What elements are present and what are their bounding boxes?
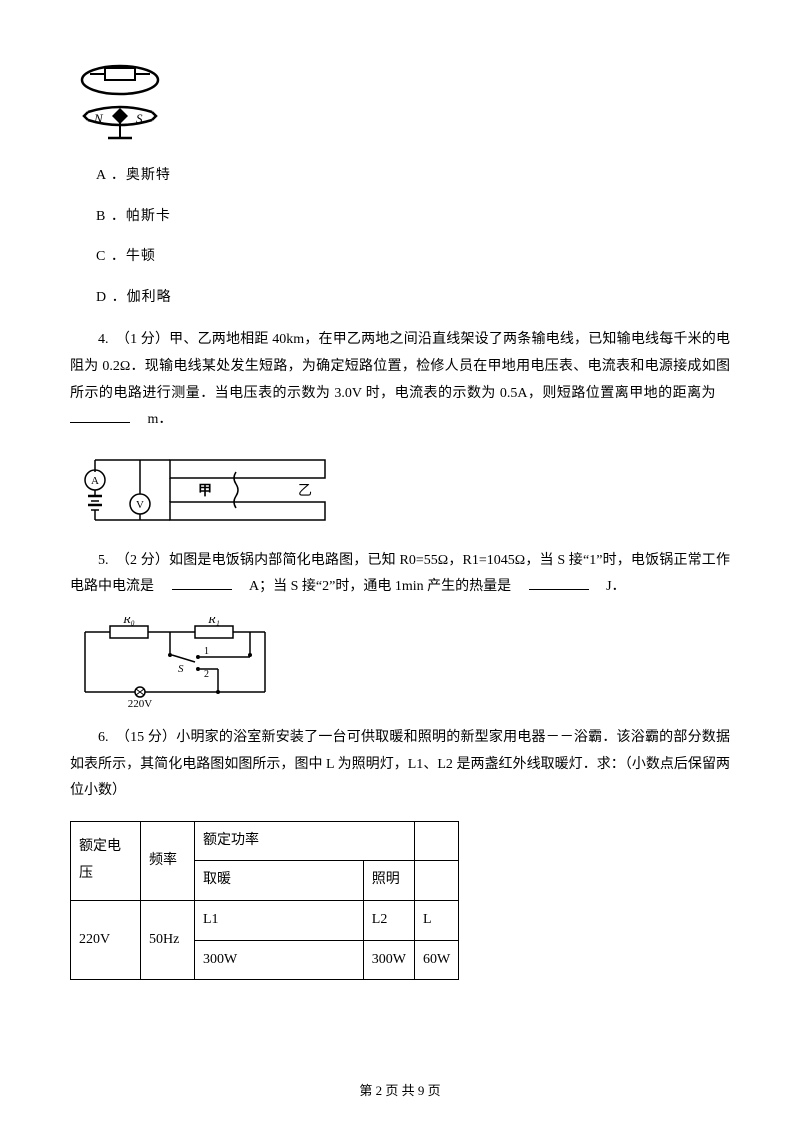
q5-diagram: R₀ R₁ 220V S 1 2 (70, 617, 730, 707)
q3-option-c[interactable]: C ．牛顿 (96, 244, 730, 271)
q4-blank[interactable] (70, 409, 130, 423)
q4-unit: m． (134, 412, 173, 427)
svg-text:A: A (91, 475, 99, 487)
cell-empty (415, 821, 459, 861)
svg-text:甲: 甲 (198, 483, 212, 499)
q5-blank2[interactable] (529, 576, 589, 590)
svg-text:N: N (93, 111, 104, 126)
cell-rated-voltage: 额定电压 (71, 821, 141, 900)
svg-text:2: 2 (204, 669, 209, 680)
svg-text:V: V (136, 499, 144, 511)
cell-empty (415, 861, 459, 901)
table-row: 额定电压 频率 额定功率 (71, 821, 459, 861)
q5-body2: A；当 S 接“2”时，通电 1min 产生的热量是 (235, 579, 525, 594)
svg-text:S: S (136, 111, 143, 126)
cell-l: L (415, 900, 459, 940)
q5-blank1[interactable] (172, 576, 232, 590)
q4-text: 4. （1 分）甲、乙两地相距 40km，在甲乙两地之间沿直线架设了两条输电线，… (70, 327, 730, 433)
svg-text:1: 1 (204, 646, 209, 657)
svg-text:R₀: R₀ (122, 617, 135, 626)
cell-60w: 60W (415, 940, 459, 980)
cell-lighting: 照明 (363, 861, 414, 901)
q3-diagram: N S (70, 60, 730, 145)
q4-diagram: A V 甲 乙 (70, 450, 730, 530)
table-row: 220V 50Hz L1 L2 L (71, 900, 459, 940)
page-footer: 第 2 页 共 9 页 (0, 1079, 800, 1104)
cell-300w-2: 300W (363, 940, 414, 980)
svg-text:乙: 乙 (298, 483, 312, 499)
cell-l2: L2 (363, 900, 414, 940)
q3-option-d[interactable]: D ．伽利略 (96, 285, 730, 312)
cell-220v: 220V (71, 900, 141, 979)
svg-text:S: S (178, 663, 184, 675)
q5-text: 5. （2 分）如图是电饭锅内部简化电路图，已知 R0=55Ω，R1=1045Ω… (70, 548, 730, 601)
cell-frequency: 频率 (141, 821, 195, 900)
cell-50hz: 50Hz (141, 900, 195, 979)
q5-body3: J． (592, 579, 625, 594)
svg-text:220V: 220V (128, 698, 153, 707)
q3-option-b[interactable]: B ．帕斯卡 (96, 204, 730, 231)
svg-text:R₁: R₁ (207, 617, 220, 626)
cell-rated-power: 额定功率 (195, 821, 415, 861)
cell-l1: L1 (195, 900, 364, 940)
q3-option-a[interactable]: A ．奥斯特 (96, 163, 730, 190)
q6-text: 6. （15 分）小明家的浴室新安装了一台可供取暖和照明的新型家用电器－－浴霸．… (70, 725, 730, 805)
q6-table: 额定电压 频率 额定功率 取暖 照明 220V 50Hz L1 L2 L 300… (70, 821, 459, 980)
cell-300w-1: 300W (195, 940, 364, 980)
cell-heating: 取暖 (195, 861, 364, 901)
q4-body: 4. （1 分）甲、乙两地相距 40km，在甲乙两地之间沿直线架设了两条输电线，… (70, 332, 730, 400)
